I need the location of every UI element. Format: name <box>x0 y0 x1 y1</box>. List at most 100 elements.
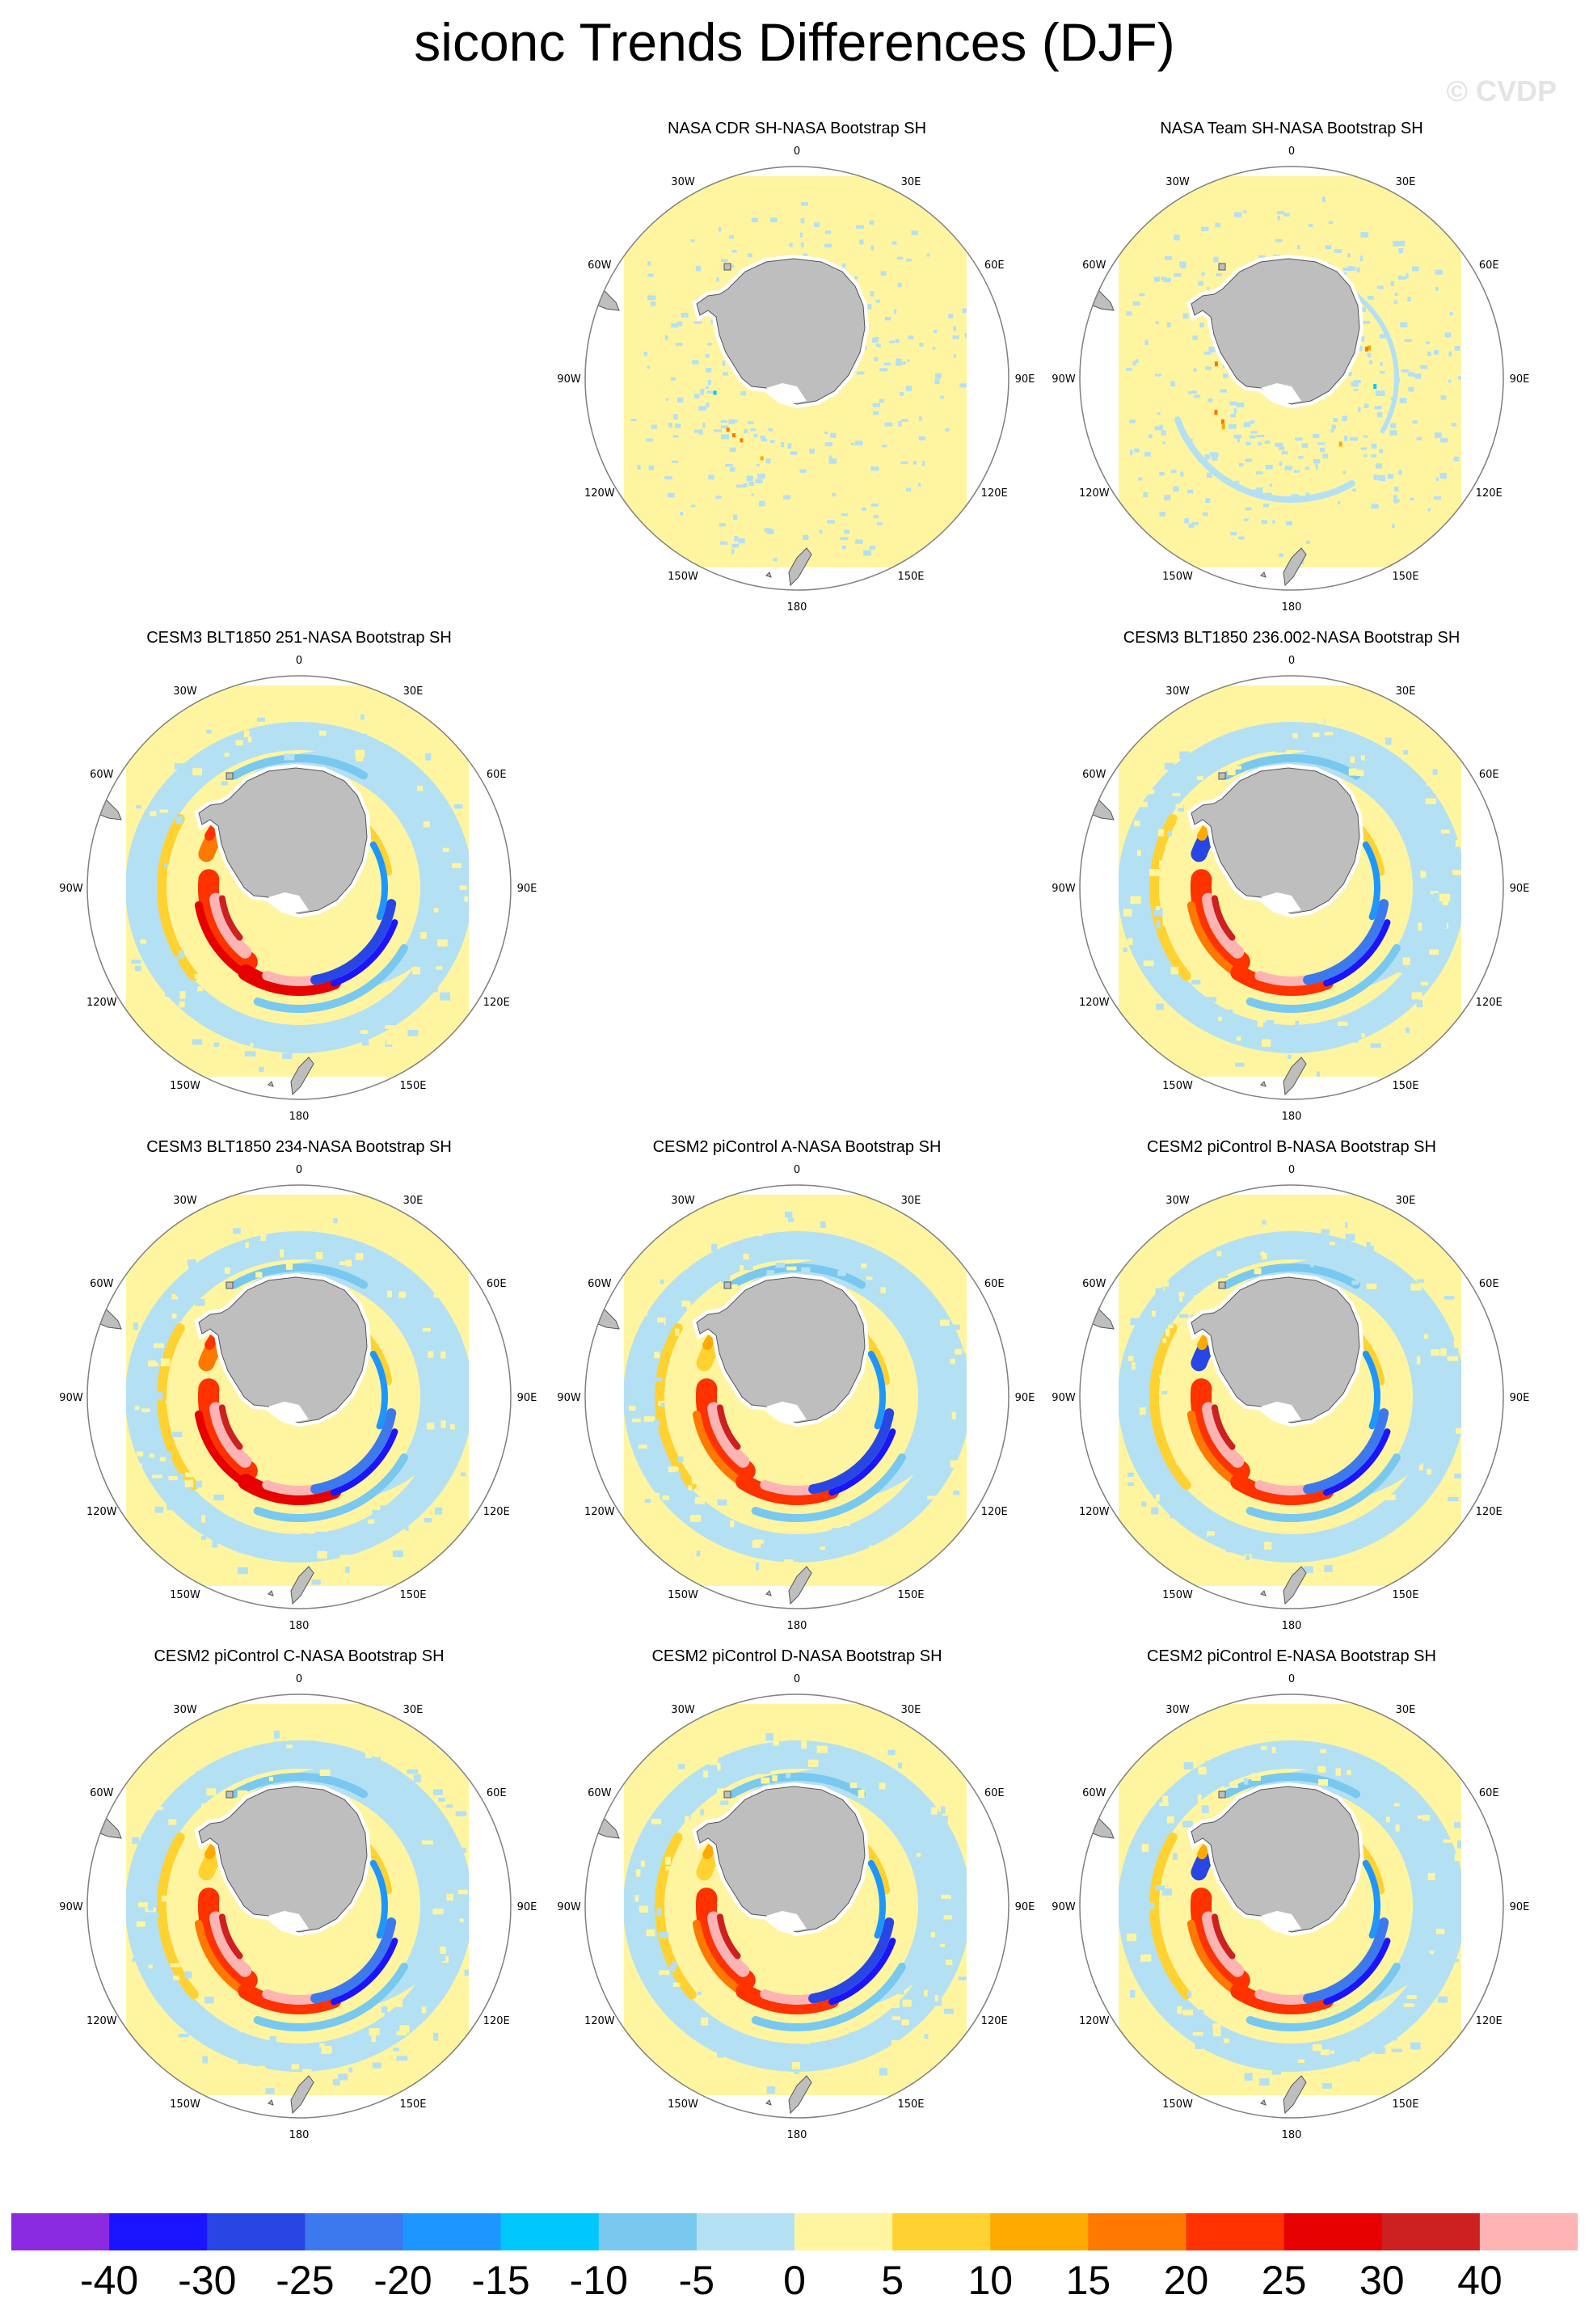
longitude-label: 150W <box>1162 1080 1193 1092</box>
anomaly-cell <box>1230 1784 1238 1788</box>
anomaly-cell <box>1240 2048 1246 2054</box>
anomaly-cell <box>716 277 719 282</box>
anomaly-cell <box>1379 371 1385 373</box>
anomaly-cell <box>214 2068 223 2076</box>
anomaly-cell <box>179 951 185 959</box>
anomaly-cell <box>832 492 836 497</box>
anomaly-cell <box>250 1043 255 1047</box>
anomaly-cell <box>717 1517 723 1521</box>
anomaly-cell <box>1178 804 1184 812</box>
anomaly-cell <box>1448 1308 1453 1313</box>
anomaly-arc <box>1245 1963 1401 2032</box>
anomaly-cell <box>1182 1820 1193 1828</box>
longitude-label: 0 <box>296 655 302 667</box>
anomaly-cell <box>1245 507 1252 511</box>
anomaly-cell <box>1394 293 1398 296</box>
anomaly-cell <box>1430 891 1439 895</box>
anomaly-cell <box>267 1057 275 1062</box>
anomaly-cell <box>1135 1360 1143 1366</box>
anomaly-cell <box>165 990 171 998</box>
anomaly-cell <box>253 1552 265 1558</box>
anomaly-cell <box>1165 1328 1170 1337</box>
anomaly-cell <box>647 261 651 266</box>
anomaly-cell <box>673 414 678 420</box>
map-field <box>1080 1185 1503 1609</box>
anomaly-cell <box>1134 820 1140 827</box>
anomaly-cell <box>898 421 902 427</box>
anomaly-cell <box>136 1451 144 1457</box>
anomaly-cell <box>144 842 154 849</box>
anomaly-cell <box>632 1364 642 1369</box>
anomaly-cell <box>234 1737 245 1744</box>
longitude-label: 150W <box>170 1589 200 1601</box>
anomaly-cell <box>1262 1039 1271 1047</box>
anomaly-cell <box>401 984 411 989</box>
anomaly-cell <box>436 779 442 783</box>
anomaly-cell <box>396 2056 408 2061</box>
anomaly-arc <box>238 1474 342 1505</box>
anomaly-cell <box>789 243 793 247</box>
island-land <box>1218 1281 1226 1289</box>
anomaly-cell <box>1367 1245 1374 1253</box>
longitude-label: 60W <box>1082 259 1106 272</box>
anomaly-cell <box>1225 1009 1233 1014</box>
anomaly-cell <box>250 711 254 715</box>
anomaly-cell <box>428 1897 438 1901</box>
anomaly-cell <box>1262 1220 1267 1225</box>
anomaly-cell <box>1370 1043 1381 1048</box>
anomaly-arc <box>230 753 368 780</box>
longitude-label: 30E <box>1396 1195 1416 1207</box>
anomaly-cell <box>746 475 753 482</box>
anomaly-cell <box>803 534 809 540</box>
colorbar-tick-label: 15 <box>1065 2258 1111 2303</box>
anomaly-cell <box>672 435 679 438</box>
anomaly-cell <box>450 1424 455 1430</box>
anomaly-cell <box>255 1272 263 1278</box>
anomaly-cell <box>800 242 804 247</box>
anomaly-cell <box>436 966 443 970</box>
ice-shelf <box>1261 1402 1301 1423</box>
anomaly-cell <box>1303 1566 1313 1573</box>
colorbar-tick-label: -5 <box>678 2258 715 2303</box>
anomaly-cell <box>1425 1445 1432 1452</box>
anomaly-cell <box>1320 1748 1326 1753</box>
longitude-label: 90W <box>557 1392 581 1404</box>
anomaly-cell <box>445 844 454 851</box>
anomaly-cell <box>872 337 876 344</box>
anomaly-cell <box>1158 1903 1167 1910</box>
anomaly-cell <box>938 1969 944 1977</box>
anomaly-arc <box>1211 1913 1236 1959</box>
anomaly-cell <box>1333 418 1338 422</box>
anomaly-cell <box>132 1837 139 1844</box>
island-land <box>225 1790 234 1799</box>
longitude-label: 180 <box>787 601 807 614</box>
anomaly-cell <box>166 1979 170 1985</box>
anomaly-cell <box>883 362 891 365</box>
longitude-label: 120E <box>981 487 1008 500</box>
longitude-label: 90W <box>557 373 581 386</box>
anomaly-cell <box>787 443 792 449</box>
longitude-label: 30W <box>671 176 695 188</box>
anomaly-cell <box>635 1869 641 1877</box>
panel-title: CESM2 piControl A-NASA Bootstrap SH <box>652 1138 942 1156</box>
anomaly-cell <box>1224 2038 1230 2044</box>
anomaly-cell <box>1164 762 1174 770</box>
anomaly-cell <box>442 847 449 852</box>
longitude-label: 120W <box>1079 1506 1110 1518</box>
anomaly-cell <box>1128 1356 1134 1361</box>
anomaly-cell <box>419 989 424 995</box>
anomaly-cell <box>1127 938 1133 945</box>
anomaly-cell <box>1431 1349 1440 1356</box>
anomaly-cell <box>870 291 875 297</box>
anomaly-cell <box>861 1263 867 1268</box>
anomaly-cell <box>1432 769 1438 775</box>
anomaly-cell <box>775 1262 786 1268</box>
anomaly-cell <box>301 2069 312 2077</box>
anomaly-cell <box>171 1313 177 1318</box>
anomaly-cell <box>879 1782 886 1790</box>
anomaly-cell <box>1156 1494 1160 1502</box>
anomaly-cell <box>1193 1295 1203 1303</box>
anomaly-cell <box>1338 441 1342 447</box>
anomaly-cell <box>659 1931 668 1938</box>
anomaly-cell <box>296 1231 304 1239</box>
